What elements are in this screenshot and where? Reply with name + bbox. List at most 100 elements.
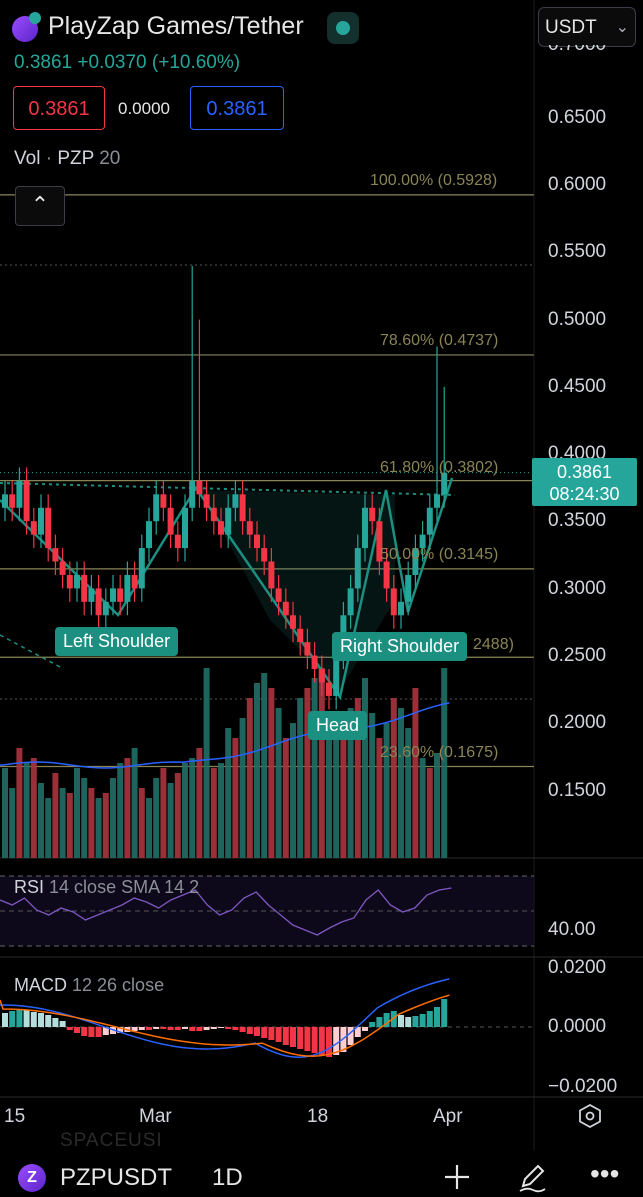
macd-histogram-bar (318, 1027, 325, 1055)
volume-bar (362, 678, 368, 858)
candle-body (182, 507, 188, 549)
macd-histogram-bar (311, 1027, 318, 1053)
volume-bar (81, 778, 88, 858)
macd-histogram-bar (398, 1015, 404, 1027)
rsi-label[interactable]: RSI 14 close SMA 14 2 (14, 877, 199, 898)
volume-indicator-label[interactable]: Vol · PZP 20 (14, 148, 120, 170)
fib-label-236: 23.60% (0.1675) (380, 744, 499, 761)
candle-body (369, 507, 376, 522)
pair-title[interactable]: PlayZap Games/Tether (48, 12, 304, 40)
vol-symbol: PZP (57, 148, 94, 169)
interval-button[interactable]: 1D (212, 1164, 243, 1191)
buy-price-button[interactable]: 0.3861 (190, 86, 284, 130)
volume-bar (203, 668, 210, 858)
volume-bar (146, 798, 152, 858)
macd-histogram-bar (232, 1027, 239, 1030)
candle-body (268, 561, 275, 589)
volume-bar (333, 738, 340, 858)
macd-histogram-bar (304, 1027, 311, 1051)
volume-bar (210, 768, 217, 858)
candle-body (23, 480, 30, 522)
candle-body (304, 642, 311, 656)
rsi-tick: 40.00 (548, 919, 596, 940)
vol-length: 20 (99, 148, 121, 169)
volume-bar (354, 698, 361, 858)
spread-value: 0.0000 (118, 99, 170, 118)
more-icon[interactable]: ••• (590, 1158, 620, 1189)
macd-histogram-bar (74, 1027, 80, 1033)
time-tick: 15 (4, 1106, 26, 1127)
macd-histogram-bar (146, 1027, 152, 1030)
candle-body (45, 507, 52, 549)
macd-histogram-bar (59, 1021, 66, 1027)
candle-body (261, 548, 268, 562)
coin-icon[interactable]: Z (18, 1164, 46, 1192)
macd-histogram-bar (225, 1027, 232, 1029)
volume-bar (441, 668, 448, 858)
candle-body (95, 588, 102, 616)
candle-body (246, 521, 253, 535)
candle-body (218, 521, 224, 535)
macd-label[interactable]: MACD 12 26 close (14, 975, 164, 996)
price-tick: 0.3500 (548, 510, 607, 531)
candle-body (146, 521, 152, 549)
macd-histogram-bar (261, 1027, 268, 1038)
macd-histogram-bar (362, 1027, 368, 1031)
macd-histogram-bar (160, 1027, 167, 1029)
candle-body (30, 521, 37, 535)
candle-body (2, 494, 8, 508)
price-tick: 0.5000 (548, 309, 607, 330)
volume-bar (88, 788, 95, 858)
macd-histogram-bar (297, 1027, 304, 1049)
macd-histogram-bar (23, 1010, 30, 1027)
volume-bar (9, 788, 16, 858)
macd-histogram-bar (218, 1027, 224, 1028)
sell-price-button[interactable]: 0.3861 (13, 86, 105, 130)
fib-label-382: 2488) (473, 636, 514, 653)
candle-body (189, 480, 196, 508)
quote-currency-select[interactable]: USDT ⌄ (538, 7, 636, 47)
price-change-line: 0.3861 +0.0370 (+10.60%) (14, 52, 240, 74)
candle-body (239, 494, 246, 522)
macd-signal-line (0, 994, 450, 1057)
macd-histogram-bar (376, 1017, 383, 1027)
current-price: 0.3861 (556, 462, 613, 482)
status-dot-icon[interactable] (327, 12, 359, 44)
volume-bar (196, 748, 203, 858)
settings-hex-icon[interactable] (577, 1103, 603, 1129)
neckline (0, 482, 456, 496)
status-badge (29, 12, 41, 24)
fib-label-786: 78.60% (0.4737) (380, 332, 499, 349)
macd-histogram-bar (38, 1013, 44, 1027)
macd-tick: 0.0000 (548, 1016, 607, 1037)
volume-bar (189, 758, 196, 858)
volume-bar (167, 783, 174, 858)
macd-histogram-bar (167, 1027, 174, 1030)
macd-histogram-bar (81, 1027, 88, 1036)
candle-body (311, 655, 318, 670)
volume-bar (74, 768, 80, 858)
candle-body (426, 507, 433, 535)
pen-icon[interactable] (515, 1160, 549, 1194)
volume-bar (398, 708, 404, 858)
volume-bar (304, 688, 311, 858)
candle-body (354, 548, 361, 589)
fib-label-618: 61.80% (0.3802) (380, 459, 499, 476)
macd-histogram-bar (95, 1027, 102, 1037)
volume-bar (124, 758, 131, 858)
macd-histogram-bar (347, 1027, 354, 1045)
macd-histogram-bar (412, 1016, 419, 1027)
symbol-button[interactable]: PZPUSDT (60, 1164, 173, 1191)
volume-bar (38, 783, 44, 858)
volume-bar (347, 708, 354, 858)
candle-body (282, 601, 289, 616)
volume-bar (282, 738, 289, 858)
price-tick: 0.6500 (548, 107, 607, 128)
macd-histogram-bar (326, 1027, 332, 1057)
candle-body (110, 588, 116, 602)
collapse-legend-button[interactable]: ⌃ (15, 186, 65, 226)
plus-icon[interactable] (440, 1160, 474, 1194)
volume-bar (261, 673, 268, 858)
volume-bar (268, 688, 275, 858)
